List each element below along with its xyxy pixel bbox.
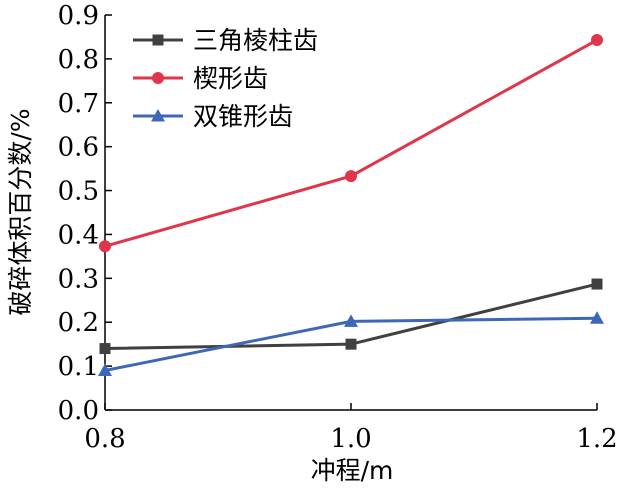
- x-tick-label: 1.2: [576, 424, 617, 454]
- y-tick-label: 0.7: [58, 89, 99, 119]
- y-tick-label: 0.3: [58, 264, 99, 294]
- x-tick-label: 1.0: [330, 424, 371, 454]
- series-line: [104, 38, 598, 248]
- x-axis-label: 冲程/m: [311, 456, 394, 485]
- ticks: 0.0 0.1 0.2 0.3 0.4 0.5 0.6 0.7 0.8 0.9 0.8 1.0 1.2: [58, 1, 618, 454]
- y-tick-label: 0.8: [58, 45, 99, 75]
- y-axis-label: 破碎体积百分数/%: [6, 108, 35, 315]
- x-tick-label: 0.8: [84, 424, 125, 454]
- legend-label: 三角棱柱齿: [193, 26, 318, 55]
- series-square: [99, 278, 603, 355]
- axes: [104, 15, 597, 411]
- y-tick-label: 0.0: [58, 396, 99, 426]
- series-triangle: [98, 311, 604, 376]
- data-point: [151, 109, 165, 122]
- legend-label: 双锥形齿: [193, 102, 293, 131]
- data-point: [345, 338, 357, 350]
- data-point: [590, 311, 604, 324]
- data-point: [591, 34, 603, 47]
- series-circle: [99, 34, 603, 253]
- data-point: [99, 343, 111, 355]
- data-point: [152, 72, 164, 84]
- data-point: [152, 34, 164, 46]
- legend-entry: 楔形齿: [133, 64, 268, 93]
- legend-label: 楔形齿: [193, 64, 268, 93]
- y-tick-label: 0.9: [58, 1, 99, 31]
- y-tick-label: 0.4: [58, 220, 99, 250]
- y-tick-label: 0.6: [58, 133, 99, 163]
- data-point: [344, 314, 358, 327]
- series-layer: [98, 34, 604, 376]
- y-tick-label: 0.2: [58, 308, 99, 338]
- y-tick-label: 0.1: [58, 352, 99, 382]
- data-point: [345, 170, 357, 183]
- data-point: [98, 363, 112, 376]
- legend-entry: 三角棱柱齿: [133, 26, 318, 55]
- data-point: [99, 240, 111, 253]
- legend-entry: 双锥形齿: [133, 102, 293, 131]
- y-tick-label: 0.5: [58, 177, 99, 207]
- data-point: [591, 278, 603, 290]
